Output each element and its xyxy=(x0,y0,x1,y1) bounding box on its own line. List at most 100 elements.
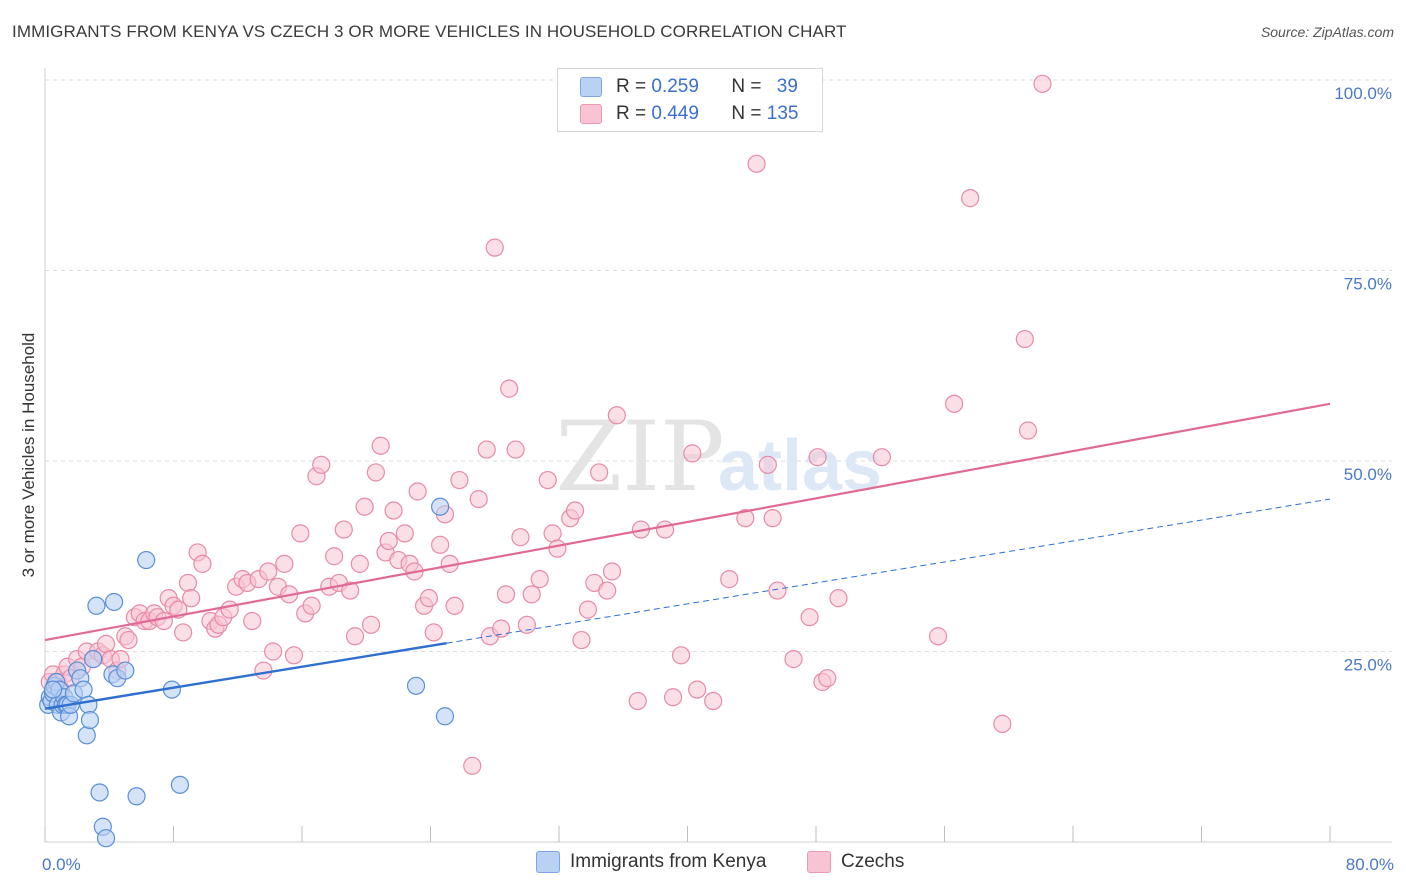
czech-point xyxy=(572,630,591,650)
czech-point xyxy=(1015,329,1034,349)
kenya-point xyxy=(79,695,98,714)
czech-point xyxy=(1018,421,1038,440)
czech-point xyxy=(768,581,787,600)
czech-point xyxy=(469,490,488,509)
czech-point xyxy=(763,509,782,528)
kenya-point xyxy=(80,710,100,730)
czech-point xyxy=(671,646,691,665)
czech-point xyxy=(872,448,891,467)
czech-point xyxy=(243,611,262,631)
czech-point xyxy=(818,669,837,688)
czech-point xyxy=(747,154,766,173)
czech-point xyxy=(119,630,138,650)
kenya-point xyxy=(90,783,109,802)
kenya-point xyxy=(137,550,156,570)
czech-point xyxy=(334,520,353,539)
czech-point xyxy=(663,688,683,707)
czech-point xyxy=(284,646,304,665)
czech-point xyxy=(424,623,443,642)
y-tick-label: 25.0% xyxy=(1344,656,1392,675)
czech-point xyxy=(366,463,385,482)
czech-point xyxy=(496,585,516,604)
czech-point xyxy=(395,524,414,543)
czech-points xyxy=(40,74,1052,775)
czech-point xyxy=(628,691,647,711)
czech-point xyxy=(602,562,622,581)
legend-n-value-czech: 135 xyxy=(766,103,799,124)
czech-point xyxy=(182,589,201,608)
kenya-point xyxy=(43,680,63,699)
czech-point xyxy=(784,650,803,669)
czech-point xyxy=(463,756,482,775)
czech-point xyxy=(477,440,496,459)
czech-point xyxy=(379,531,398,551)
czech-point xyxy=(492,619,511,638)
czech-point xyxy=(302,596,321,615)
czech-point xyxy=(829,589,848,608)
czech-point xyxy=(506,440,525,459)
kenya-point xyxy=(127,787,146,806)
chart-source: Source: ZipAtlas.com xyxy=(1260,24,1394,40)
tick-labels: 25.0% 50.0% 75.0% 100.0% 0.0% 80.0% xyxy=(42,84,1394,874)
legend-swatch-czech xyxy=(580,104,602,124)
legend-swatch-kenya xyxy=(580,77,602,97)
kenya-point xyxy=(170,775,190,794)
czech-point xyxy=(445,596,464,615)
czech-point xyxy=(341,581,360,600)
czech-point xyxy=(511,528,530,547)
chart-title: IMMIGRANTS FROM KENYA VS CZECH 3 OR MORE… xyxy=(12,22,847,41)
kenya-point xyxy=(84,650,103,669)
bottom-legend-kenya: Immigrants from Kenya xyxy=(536,851,766,873)
grid-lines xyxy=(45,79,1392,652)
kenya-point xyxy=(116,661,135,680)
czech-point xyxy=(683,444,702,463)
czech-point xyxy=(345,627,365,646)
czech-point xyxy=(538,470,557,490)
czech-point xyxy=(450,470,469,490)
czech-point xyxy=(590,463,609,482)
czech-point xyxy=(598,581,617,600)
czech-point xyxy=(945,394,964,413)
czech-point xyxy=(758,455,777,474)
legend-r-label-kenya: R = xyxy=(616,76,652,97)
czech-point xyxy=(548,539,567,558)
czech-point xyxy=(154,611,173,631)
czech-point xyxy=(96,634,116,653)
czech-point xyxy=(174,623,193,642)
czech-point xyxy=(325,547,344,566)
czech-point xyxy=(259,562,278,581)
kenya-point xyxy=(74,680,93,699)
czech-point xyxy=(485,238,504,257)
legend-r-value-kenya: 0.259 xyxy=(651,76,699,97)
czech-point xyxy=(275,554,294,573)
bottom-legend-label-kenya: Immigrants from Kenya xyxy=(570,851,767,872)
czech-point xyxy=(993,714,1012,733)
legend-row-kenya: R = 0.259 N = 39 xyxy=(580,75,798,99)
x-tick-label-min: 0.0% xyxy=(42,855,81,874)
czech-trend-line xyxy=(44,402,1331,642)
czech-point xyxy=(419,589,438,608)
kenya-point xyxy=(431,497,450,516)
czech-point xyxy=(720,570,739,589)
czech-point xyxy=(431,535,450,554)
czech-point xyxy=(384,501,403,520)
czech-point xyxy=(961,189,980,208)
czech-point xyxy=(371,436,390,455)
kenya-point xyxy=(104,592,124,612)
kenya-point xyxy=(77,726,96,745)
x-tick-label-max: 80.0% xyxy=(1346,855,1394,874)
czech-point xyxy=(355,497,374,516)
czech-point xyxy=(254,661,273,680)
trend-lines xyxy=(44,402,1331,710)
czech-point xyxy=(800,608,819,627)
bottom-legend: Immigrants from Kenya Czechs xyxy=(0,851,1406,877)
czech-point xyxy=(312,455,331,474)
y-axis-label: 3 or more Vehicles in Household xyxy=(19,333,38,578)
legend-row-czech: R = 0.449 N = 135 xyxy=(580,102,798,126)
legend-r-label-czech: R = xyxy=(616,103,652,124)
legend-n-value-kenya: 39 xyxy=(776,76,798,97)
czech-point xyxy=(291,524,310,543)
legend-r-value-czech: 0.449 xyxy=(651,103,699,124)
czech-point xyxy=(578,600,598,619)
bottom-legend-swatch-czech xyxy=(807,851,831,873)
